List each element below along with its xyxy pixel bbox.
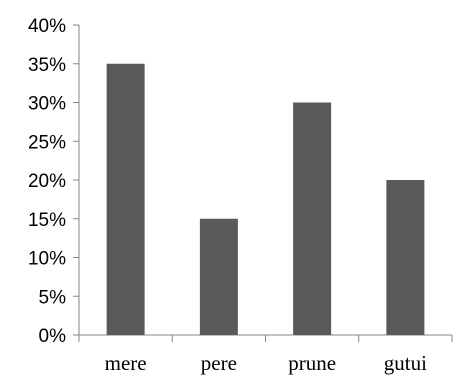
bar-gutui	[386, 180, 425, 335]
x-tick-label: mere	[105, 351, 147, 375]
x-tick-label: pere	[201, 351, 237, 375]
y-tick-label: 35%	[28, 55, 66, 76]
y-axis	[73, 24, 80, 336]
bars	[106, 63, 425, 335]
y-tick-label: 40%	[28, 16, 66, 37]
x-tick-label: gutui	[384, 351, 427, 375]
y-tick-labels: 0% 5% 10% 15% 20% 25% 30% 35% 40%	[28, 16, 66, 347]
y-tick-label: 20%	[28, 171, 66, 192]
x-axis	[78, 334, 453, 342]
y-tick-label: 25%	[28, 132, 66, 153]
bar-pere	[199, 218, 238, 335]
y-tick-label: 15%	[28, 210, 66, 231]
bar-prune	[293, 102, 332, 335]
y-tick-label: 10%	[28, 249, 66, 270]
y-tick-label: 0%	[39, 326, 67, 347]
bar-mere	[106, 63, 145, 335]
y-tick-label: 30%	[28, 94, 66, 115]
y-tick-label: 5%	[39, 287, 67, 308]
x-tick-label: prune	[288, 351, 336, 375]
x-tick-labels: mere pere prune gutui	[105, 351, 427, 375]
